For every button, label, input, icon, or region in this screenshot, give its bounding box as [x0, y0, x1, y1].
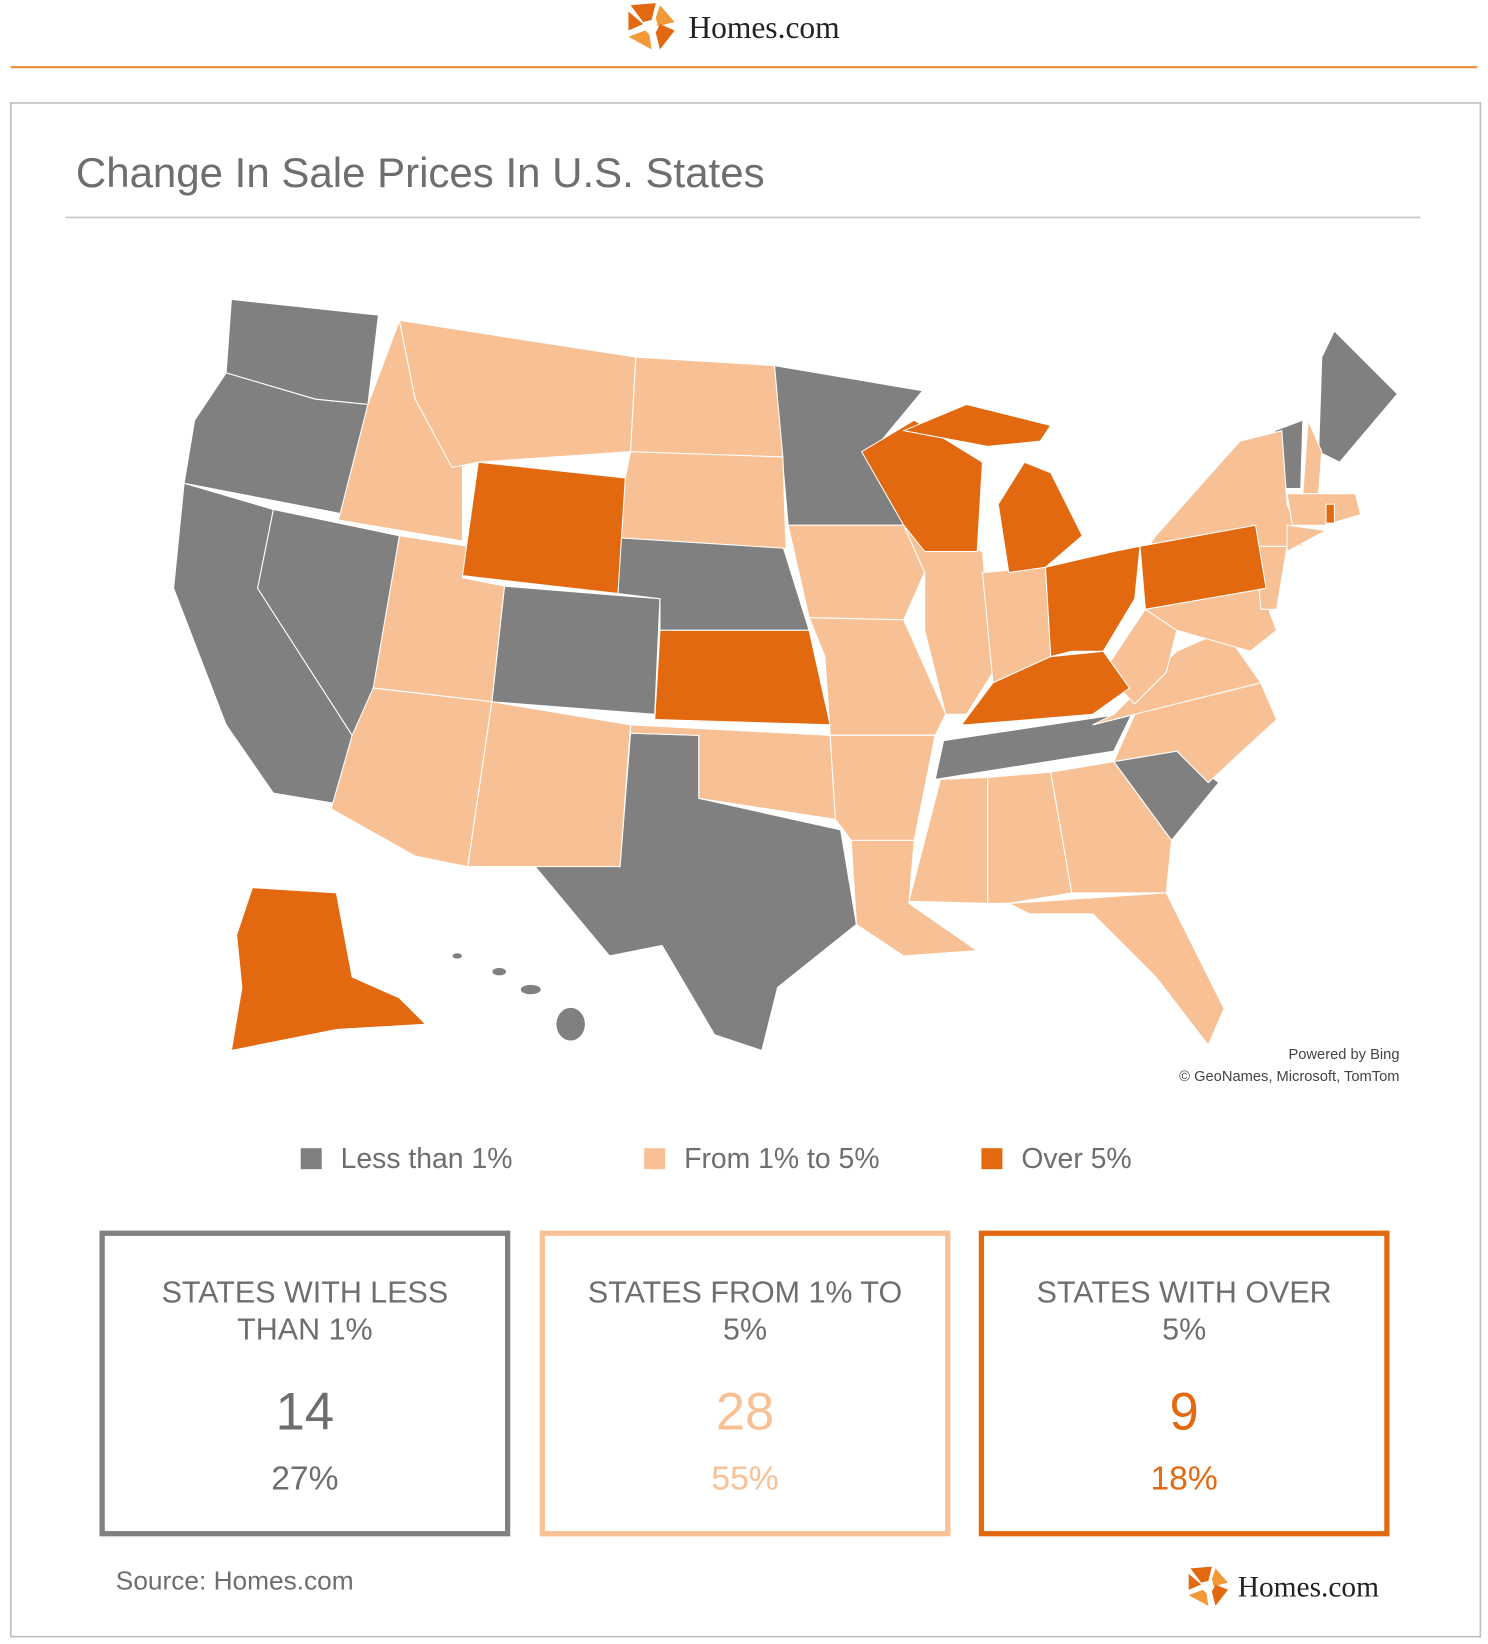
state — [654, 629, 831, 726]
state — [1139, 524, 1267, 610]
state — [960, 650, 1131, 726]
state — [787, 524, 926, 621]
card-title: STATES WITH LESS THAN 1% — [161, 1276, 449, 1347]
card-title-box: STATES WITH LESS THAN 1% — [161, 1276, 449, 1347]
state — [902, 524, 994, 715]
logo-icon — [628, 3, 675, 50]
card-title-box: STATES FROM 1% TO 5% — [587, 1276, 903, 1347]
map-attribution: © GeoNames, Microsoft, TomTom — [1179, 1069, 1399, 1085]
legend-label: From 1% to 5% — [684, 1143, 879, 1175]
card-count: 28 — [716, 1383, 774, 1442]
state — [829, 734, 936, 841]
card — [99, 1230, 511, 1537]
legend-swatch — [300, 1148, 322, 1170]
card-share: 55% — [711, 1461, 778, 1498]
us-map — [173, 298, 1399, 1052]
legend-label: Over 5% — [1021, 1143, 1131, 1175]
source: Source: Homes.com — [116, 1565, 354, 1595]
card-title-box: STATES WITH OVER 5% — [1036, 1276, 1332, 1347]
state — [997, 461, 1083, 574]
state — [461, 461, 626, 595]
panel — [9, 102, 1482, 1638]
card — [539, 1230, 951, 1537]
state — [491, 585, 661, 715]
logo-icon — [1188, 1566, 1228, 1606]
card-share: 18% — [1151, 1461, 1218, 1498]
state — [1286, 493, 1362, 526]
card-count: 14 — [276, 1383, 334, 1442]
cards: STATES WITH LESS THAN 1% 14 27% STATES FROM… — [99, 1230, 1390, 1537]
card-share: 27% — [271, 1461, 338, 1498]
state — [467, 701, 632, 868]
state — [1092, 682, 1278, 784]
legend-swatch — [644, 1148, 666, 1170]
legend-label: Less than 1% — [341, 1143, 513, 1175]
state — [491, 966, 508, 977]
state — [1050, 761, 1173, 894]
state — [451, 952, 463, 960]
state — [629, 356, 784, 458]
state — [987, 771, 1073, 904]
card — [978, 1230, 1390, 1537]
state — [555, 1006, 586, 1042]
card-count: 9 — [1170, 1383, 1199, 1442]
card-title: STATES WITH OVER 5% — [1036, 1276, 1332, 1347]
state — [519, 983, 542, 996]
state — [808, 617, 947, 736]
state — [1006, 892, 1225, 1047]
map-attribution: Powered by Bing — [1288, 1047, 1399, 1063]
state — [1325, 503, 1335, 524]
legend: Less than 1% From 1% to 5% Over 5% — [300, 1143, 1132, 1175]
state — [1286, 524, 1328, 553]
state — [901, 403, 1052, 447]
logo-text: Homes.com — [1238, 1572, 1379, 1604]
state — [850, 839, 979, 957]
state — [934, 711, 1134, 781]
legend-swatch — [981, 1148, 1003, 1170]
card-title: STATES FROM 1% TO 5% — [587, 1276, 903, 1347]
state — [1318, 330, 1399, 463]
state — [619, 451, 787, 549]
state — [230, 887, 427, 1052]
logo-text: Homes.com — [688, 10, 840, 45]
title: Change In Sale Prices In U.S. States — [76, 149, 765, 196]
state — [860, 419, 984, 553]
